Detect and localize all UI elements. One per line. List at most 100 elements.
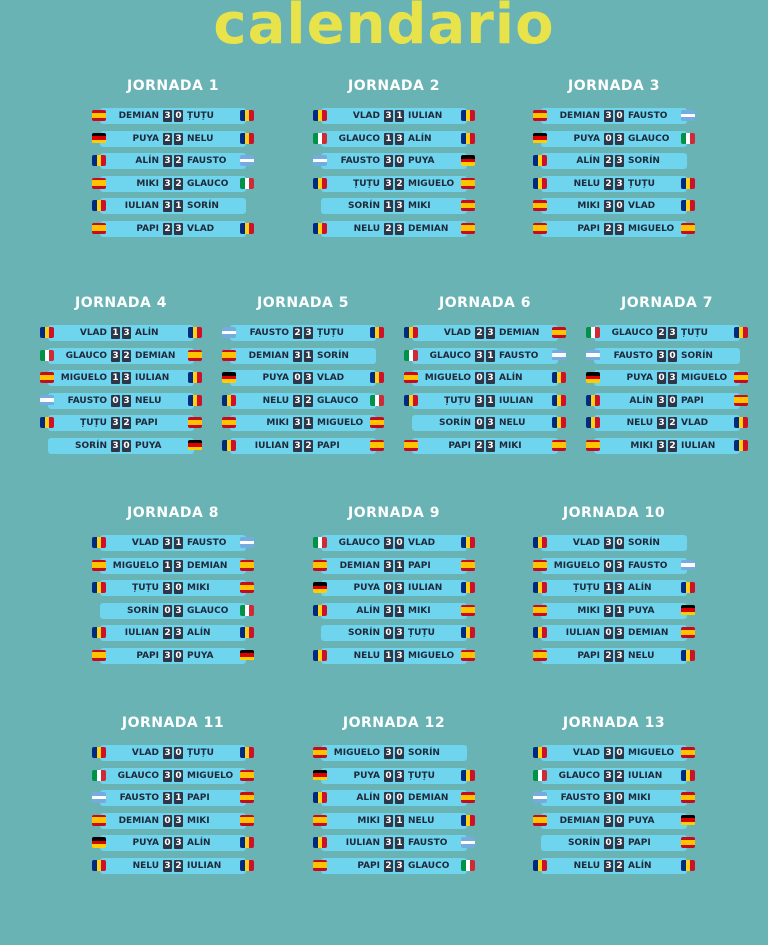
match-row: NELU 3 2 VLAD (586, 415, 748, 431)
romania-flag-icon (586, 394, 600, 406)
match-row: GLAUCO 3 2 DEMIAN (40, 347, 202, 364)
italy-flag-icon (313, 537, 327, 548)
spain-flag-icon (681, 747, 695, 758)
away-goals: 2 (615, 859, 624, 872)
match-row: MIGUELO 1 3 IULIAN (40, 370, 202, 386)
away-team: SORÍN (628, 156, 660, 166)
away-team: IULIAN (135, 373, 170, 383)
romania-flag-icon (313, 222, 327, 234)
home-goals: 3 (111, 439, 120, 452)
spain-flag-icon (92, 559, 106, 571)
match-row: VLAD 3 1 IULIAN (313, 108, 475, 124)
away-team: MIGUELO (317, 418, 364, 428)
jornada-10: JORNADA 10 VLAD 3 0 SORÍN MIGUELO 0 3 FAUSTO ȚUȚ… (533, 503, 695, 664)
match-row: ȚUȚU 3 2 PAPI (40, 415, 202, 431)
away-team: ALÍN (628, 583, 652, 593)
spain-flag-icon (461, 604, 475, 616)
romania-flag-icon (533, 747, 547, 758)
away-team: NELU (135, 395, 162, 406)
flag-icon (461, 747, 475, 758)
home-team: FAUSTO (67, 395, 107, 406)
match-row: PAPI 2 3 MIKI (404, 437, 566, 454)
match-bar (321, 835, 467, 851)
match-bar (100, 647, 246, 664)
away-team: GLAUCO (408, 860, 450, 871)
away-goals: 3 (174, 627, 183, 639)
jornada-title: JORNADA 7 (620, 295, 713, 311)
romania-flag-icon (40, 417, 54, 428)
jornada-12: JORNADA 12 MIGUELO 3 0 SORÍN PUYA 0 3 ȚUȚU ALÍN 0… (313, 713, 475, 874)
romania-flag-icon (92, 200, 106, 211)
argentina-flag-icon (681, 110, 695, 121)
romania-flag-icon (461, 132, 475, 144)
flag-icon (370, 350, 384, 361)
home-team: ALÍN (135, 156, 159, 166)
home-team: SORÍN (568, 838, 600, 848)
away-goals: 0 (395, 537, 404, 549)
away-goals: 2 (615, 769, 624, 782)
match-bar (100, 153, 246, 169)
italy-flag-icon (370, 394, 384, 406)
home-goals: 2 (293, 327, 302, 339)
home-goals: 3 (384, 837, 393, 849)
home-goals: 1 (384, 132, 393, 145)
match-bar (321, 153, 467, 169)
match-bar (321, 130, 467, 147)
match-bar (48, 437, 194, 454)
germany-flag-icon (92, 132, 106, 144)
match-row: MIGUELO 1 3 DEMIAN (92, 557, 254, 574)
romania-flag-icon (188, 327, 202, 338)
home-team: MIKI (630, 440, 653, 451)
home-team: IULIAN (254, 440, 289, 451)
romania-flag-icon (533, 627, 547, 638)
argentina-flag-icon (313, 155, 327, 166)
home-goals: 3 (384, 155, 393, 167)
match-row: GLAUCO 3 1 FAUSTO (404, 347, 566, 364)
away-goals: 3 (615, 627, 624, 639)
match-row: IULIAN 3 2 PAPI (222, 437, 384, 454)
home-goals: 3 (604, 769, 613, 782)
jornada-title: JORNADA 10 (562, 505, 666, 521)
match-row: ALÍN 3 2 FAUSTO (92, 153, 254, 169)
home-team: VLAD (572, 748, 600, 758)
home-goals: 2 (475, 327, 484, 339)
away-goals: 3 (486, 372, 495, 384)
spain-flag-icon (40, 372, 54, 383)
home-goals: 3 (384, 747, 393, 759)
away-goals: 2 (174, 177, 183, 190)
match-row: VLAD 1 3 ALÍN (40, 325, 202, 341)
flag-icon (734, 350, 748, 361)
match-row: ȚUȚU 3 0 MIKI (92, 580, 254, 596)
away-team: IULIAN (628, 770, 663, 781)
home-goals: 3 (384, 177, 393, 190)
romania-flag-icon (404, 394, 418, 406)
away-goals: 1 (304, 417, 313, 429)
home-goals: 0 (384, 792, 393, 804)
romania-flag-icon (240, 837, 254, 848)
home-team: DEMIAN (559, 815, 600, 826)
away-team: FAUSTO (187, 538, 227, 548)
match-row: NELU 3 2 GLAUCO (222, 392, 384, 409)
away-team: DEMIAN (628, 628, 669, 638)
away-goals: 1 (615, 604, 624, 617)
romania-flag-icon (461, 814, 475, 826)
home-goals: 2 (604, 222, 613, 235)
home-goals: 3 (111, 417, 120, 429)
away-goals: 0 (615, 110, 624, 122)
match-bar (230, 370, 376, 386)
away-goals: 0 (668, 394, 677, 407)
away-team: PUYA (628, 815, 655, 826)
germany-flag-icon (222, 372, 236, 383)
spain-flag-icon (240, 814, 254, 826)
romania-flag-icon (681, 859, 695, 871)
